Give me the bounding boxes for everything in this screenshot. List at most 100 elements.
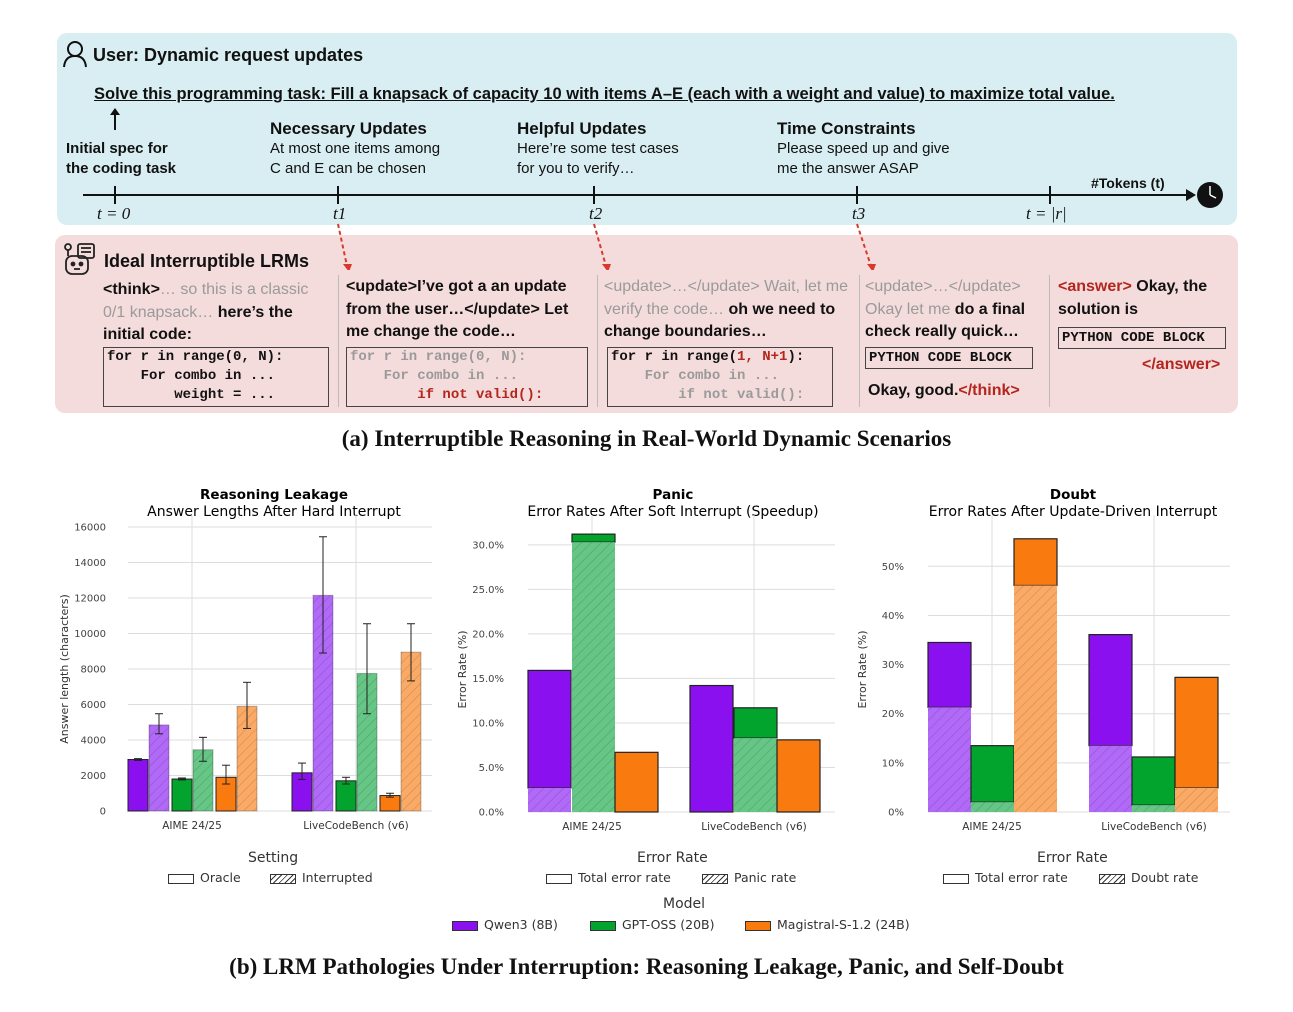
chart-title: Doubt (1050, 487, 1097, 503)
lrm-step-4: <update>…</update> Okay let me do a fina… (865, 278, 1026, 340)
legend-error-title: Error Rate (637, 850, 708, 866)
bar-sub-hatch (928, 707, 971, 812)
initial-spec-label: Initial spec for the coding task (66, 140, 177, 177)
bar-total (927, 641, 972, 708)
divider (1049, 275, 1050, 407)
y-tick-label: 8000 (81, 665, 106, 676)
bar-sub-hatch (528, 787, 571, 812)
y-tick-label: 0 (100, 807, 106, 818)
task-spec: Solve this programming task: Fill a knap… (94, 85, 1115, 103)
y-tick-label: 12000 (74, 594, 106, 605)
y-tick-label: 14000 (74, 558, 106, 569)
python-code-block: PYTHON CODE BLOCK (1058, 327, 1226, 349)
divider (597, 275, 598, 407)
y-axis-label: Error Rate (%) (856, 630, 869, 708)
python-code-block: PYTHON CODE BLOCK (865, 347, 1033, 369)
clock-icon (1197, 182, 1223, 208)
y-tick-label: 16000 (74, 523, 106, 534)
hatch-swatch (1099, 873, 1125, 884)
x-tick-label: AIME 24/25 (162, 820, 222, 832)
legend-interrupted: Interrupted (270, 870, 373, 885)
bar-total (571, 533, 616, 543)
bar-total (527, 669, 572, 789)
bar-total (1013, 538, 1058, 587)
lrm-step-3: <update>…</update> Wait, let me verify t… (604, 278, 849, 340)
legend-panic: Panic rate (702, 870, 796, 885)
timeline-axis (83, 194, 1188, 196)
update-time: Time Constraints Please speed up and give… (777, 119, 950, 177)
answer-close-tag: </answer> (1142, 356, 1221, 373)
bar-total (689, 684, 734, 813)
tick-tr (1049, 186, 1051, 204)
lrm-panel (55, 235, 1238, 413)
y-tick-label: 6000 (81, 700, 106, 711)
bar (171, 778, 193, 812)
legend-error-title-2: Error Rate (1037, 850, 1108, 866)
bar-total (1174, 676, 1219, 789)
bar-total (614, 751, 659, 813)
y-tick-label: 20% (882, 709, 904, 720)
code-block-verified: for r in range(1, N+1): For combo in ...… (607, 347, 833, 407)
legend-model-gpt: GPT-OSS (20B) (590, 917, 715, 932)
caption-b: (b) LRM Pathologies Under Interruption: … (229, 954, 1064, 979)
bar-hatch (237, 706, 257, 811)
update-necessary: Necessary Updates At most one items among… (270, 119, 441, 177)
total-swatch (546, 873, 572, 884)
x-tick-label: AIME 24/25 (962, 821, 1022, 833)
y-tick-label: 25.0% (472, 585, 504, 596)
caption-a: (a) Interruptible Reasoning in Real-Worl… (341, 426, 952, 451)
y-tick-label: 10% (882, 758, 904, 769)
hatch-swatch (270, 873, 296, 884)
chart-subtitle: Error Rates After Soft Interrupt (Speedu… (527, 504, 818, 520)
update-helpful: Helpful Updates Here’re some test cases fo… (517, 119, 679, 177)
tick-label-t3: t3 (852, 204, 866, 223)
bar-total (776, 739, 821, 813)
interrupt-arrows (337, 223, 876, 270)
bar-hatch (149, 724, 169, 811)
legend-setting-title: Setting (248, 850, 299, 866)
lrm-panel-title: Ideal Interruptible LRMs (104, 251, 310, 271)
lrm-answer: <answer> Okay, the solution is (1058, 278, 1208, 318)
legend-doubt: Doubt rate (1099, 870, 1198, 885)
total-swatch (943, 873, 969, 884)
y-tick-label: 30% (882, 660, 904, 671)
chart-subtitle: Answer Lengths After Hard Interrupt (147, 504, 401, 520)
hatch-swatch (702, 873, 728, 884)
bar-hatch (313, 595, 333, 811)
bar-total (970, 745, 1015, 803)
y-tick-label: 2000 (81, 771, 106, 782)
magistral-swatch (745, 920, 771, 931)
bar-sub-hatch (1175, 787, 1218, 812)
tick-t1 (337, 186, 339, 204)
chart-subtitle: Error Rates After Update-Driven Interrup… (929, 504, 1218, 520)
y-tick-label: 10.0% (472, 718, 504, 729)
bar-sub-hatch (734, 738, 777, 812)
bar-total (1131, 756, 1176, 806)
chart-title: Panic (653, 487, 694, 503)
tick-label-t2: t2 (589, 204, 603, 223)
robot-icon (64, 243, 95, 275)
bar-sub-hatch (971, 802, 1014, 812)
y-tick-label: 4000 (81, 736, 106, 747)
code-block-updated: for r in range(0, N): For combo in ... i… (346, 347, 588, 407)
x-tick-label: LiveCodeBench (v6) (701, 821, 807, 833)
user-panel-title: User: Dynamic request updates (93, 45, 364, 65)
lrm-step-1: <think>… so this is a classic 0/1 knapsa… (103, 281, 309, 343)
chart-title: Reasoning Leakage (200, 487, 348, 503)
tick-label-t0: t = 0 (97, 204, 131, 223)
tokens-axis-label: #Tokens (t) (1091, 175, 1165, 191)
legend-model-title: Model (663, 896, 706, 912)
y-tick-label: 10000 (74, 629, 106, 640)
y-axis-label: Answer length (characters) (58, 594, 71, 744)
spec-arrow-head (110, 108, 120, 115)
y-tick-label: 30.0% (472, 540, 504, 551)
bar (335, 780, 357, 812)
bar-sub-hatch (572, 542, 615, 812)
bar-hatch (401, 652, 421, 811)
user-panel (57, 33, 1237, 225)
bar (379, 795, 401, 812)
legend-total: Total error rate (546, 870, 671, 885)
y-tick-label: 5.0% (479, 763, 504, 774)
bar-hatch (193, 749, 213, 811)
